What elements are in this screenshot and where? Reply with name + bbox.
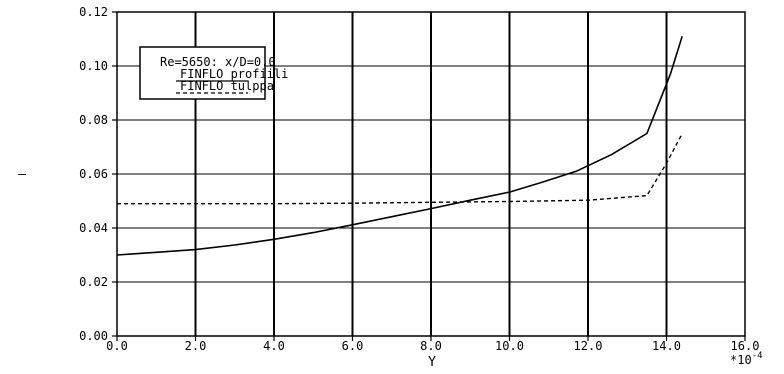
- ticks: 0.0 2.0 4.0 6.0 8.0 10.0 12.0 14.0 16.0 0.00 0.02 0…: [79, 5, 759, 353]
- series-layer: [116, 36, 683, 256]
- legend-label-finflo-tulppa: FINFLO tulppa: [180, 79, 274, 93]
- y-tick-label: 0.00: [79, 329, 108, 343]
- x-tick-label: 0.0: [106, 339, 128, 353]
- legend-box: [139, 46, 266, 100]
- x-tick-label: 16.0: [731, 339, 760, 353]
- x-scale-exponent: -4: [752, 351, 763, 361]
- series-line-finflo-tulppa: [117, 133, 683, 205]
- x-tick-label: 14.0: [652, 339, 681, 353]
- y-tick-label: 0.02: [79, 275, 108, 289]
- x-tick-label: 12.0: [574, 339, 603, 353]
- x-axis-scale-label: *10-4: [730, 351, 763, 367]
- x-tick-label: 2.0: [185, 339, 207, 353]
- x-scale-base: *10: [730, 353, 752, 367]
- x-tick-label: 6.0: [342, 339, 364, 353]
- y-tick-label: 0.12: [79, 5, 108, 19]
- x-axis-label: Y: [428, 355, 436, 369]
- x-tick-label: 10.0: [495, 339, 524, 353]
- y-axis-label: —: [18, 167, 26, 182]
- y-tick-label: 0.08: [79, 113, 108, 127]
- series-line-finflo-profiili: [116, 36, 683, 256]
- legend: Re=5650: x/D=0.0 FINFLO profiili FINFLO …: [139, 46, 288, 100]
- x-tick-label: 4.0: [263, 339, 285, 353]
- legend-header: Re=5650: x/D=0.0: [160, 55, 276, 69]
- y-tick-label: 0.06: [79, 167, 108, 181]
- y-tick-label: 0.10: [79, 59, 108, 73]
- x-tick-label: 8.0: [420, 339, 442, 353]
- legend-label-finflo-profiili: FINFLO profiili: [180, 67, 288, 81]
- y-tick-label: 0.04: [79, 221, 108, 235]
